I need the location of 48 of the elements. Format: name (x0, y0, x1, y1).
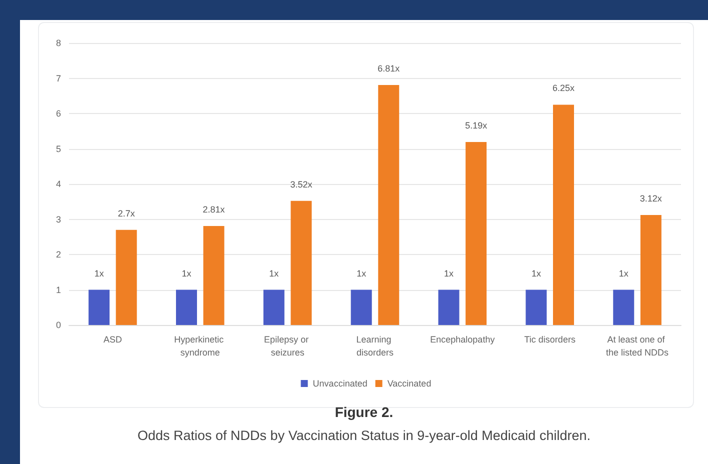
legend-label: Unvaccinated (312, 378, 368, 388)
legend-label: Vaccinated (387, 378, 432, 388)
bar (378, 84, 400, 325)
data-label: 2.81x (202, 204, 226, 214)
data-label: 1x (618, 268, 629, 278)
bar (438, 290, 460, 325)
data-label: 3.52x (290, 179, 313, 190)
y-tick-label: 0 (56, 320, 61, 330)
data-label: 1x (94, 268, 104, 278)
x-tick-label: ASD (103, 334, 122, 344)
data-label: 6.81x (378, 63, 400, 74)
data-label: 3.12x (640, 194, 662, 204)
y-tick-label: 6 (56, 108, 61, 118)
text: Odds Ratios of NDDs by Vaccination Status in 9-year-old Medicaid children. (136, 428, 592, 443)
y-tick-label: 7 (56, 73, 61, 84)
bar (613, 290, 634, 325)
x-tick-label: Tic disorders (524, 334, 576, 344)
text: Figure 2. (334, 404, 394, 420)
data-label: 1x (356, 268, 367, 278)
bar (203, 226, 224, 325)
bar (466, 142, 487, 325)
y-tick-label: 1 (56, 284, 61, 295)
bar (263, 290, 284, 325)
y-tick-label: 8 (56, 38, 61, 48)
bar (553, 104, 574, 325)
y-tick-label: 4 (56, 179, 61, 189)
bar (640, 215, 662, 325)
data-label: 1x (444, 268, 454, 278)
y-tick-label: 2 (56, 250, 61, 260)
x-tick-label: At least one of the listed NDDs (606, 334, 670, 358)
data-label: 1x (182, 268, 192, 278)
x-tick-label: Learning disorders (356, 334, 394, 358)
bar (350, 290, 372, 325)
bar (176, 290, 197, 325)
data-label: 1x (269, 268, 280, 278)
bar (290, 200, 312, 325)
y-tick-label: 5 (56, 144, 61, 154)
x-tick-label: Epilepsy or seizures (264, 334, 312, 358)
bar (116, 230, 137, 325)
data-label: 5.19x (465, 120, 488, 131)
y-tick-label: 3 (56, 214, 61, 224)
x-tick-label: Hyperkinetic syndrome (174, 334, 226, 358)
x-tick-label: Encephalopathy (430, 334, 496, 344)
bar (88, 290, 110, 325)
data-label: 2.7x (118, 208, 136, 218)
bar (526, 290, 547, 325)
data-label: 1x (531, 268, 542, 278)
data-label: 6.25x (552, 83, 576, 94)
